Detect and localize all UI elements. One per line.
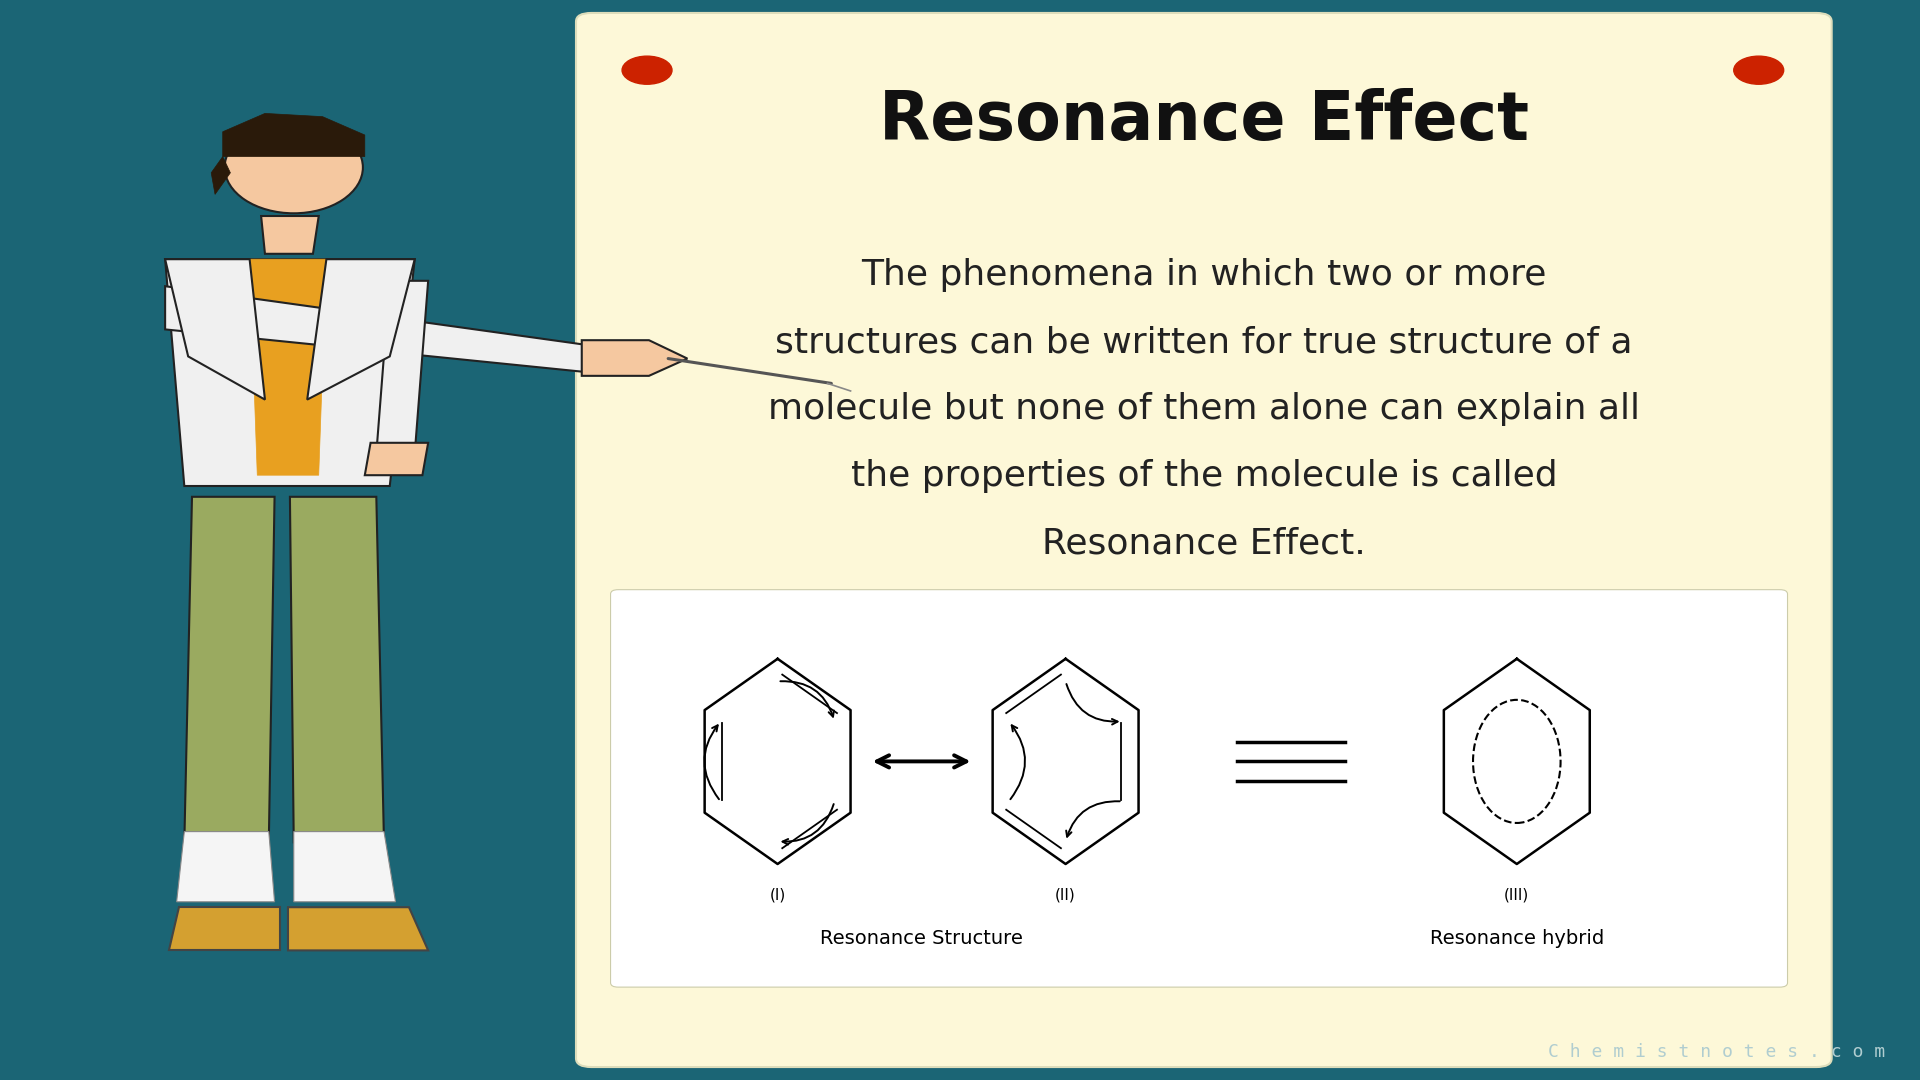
Polygon shape [250, 259, 326, 475]
Polygon shape [376, 281, 428, 454]
Text: Resonance Effect.: Resonance Effect. [1043, 526, 1365, 561]
Text: Resonance hybrid: Resonance hybrid [1430, 929, 1603, 948]
Text: The phenomena in which two or more: The phenomena in which two or more [862, 258, 1546, 293]
FancyBboxPatch shape [576, 13, 1832, 1067]
Ellipse shape [225, 121, 363, 214]
Text: (I): (I) [770, 888, 785, 903]
Polygon shape [582, 340, 687, 376]
Polygon shape [290, 497, 384, 842]
Text: Resonance Effect: Resonance Effect [879, 87, 1528, 154]
Polygon shape [165, 259, 415, 486]
FancyBboxPatch shape [611, 590, 1788, 987]
Polygon shape [211, 157, 230, 194]
Polygon shape [165, 259, 265, 400]
Polygon shape [165, 286, 591, 373]
Polygon shape [177, 832, 275, 902]
Polygon shape [307, 259, 415, 400]
Text: (II): (II) [1056, 888, 1075, 903]
Polygon shape [169, 907, 280, 950]
Polygon shape [288, 907, 428, 950]
Polygon shape [184, 497, 275, 842]
Polygon shape [261, 216, 319, 254]
Polygon shape [365, 443, 428, 475]
Text: structures can be written for true structure of a: structures can be written for true struc… [776, 325, 1632, 360]
Text: C h e m i s t n o t e s . c o m: C h e m i s t n o t e s . c o m [1548, 1042, 1885, 1061]
Polygon shape [294, 832, 396, 902]
Circle shape [622, 56, 672, 84]
Circle shape [1734, 56, 1784, 84]
Text: (III): (III) [1503, 888, 1530, 903]
Polygon shape [223, 113, 365, 157]
Text: molecule but none of them alone can explain all: molecule but none of them alone can expl… [768, 392, 1640, 427]
Text: the properties of the molecule is called: the properties of the molecule is called [851, 459, 1557, 494]
Text: Resonance Structure: Resonance Structure [820, 929, 1023, 948]
